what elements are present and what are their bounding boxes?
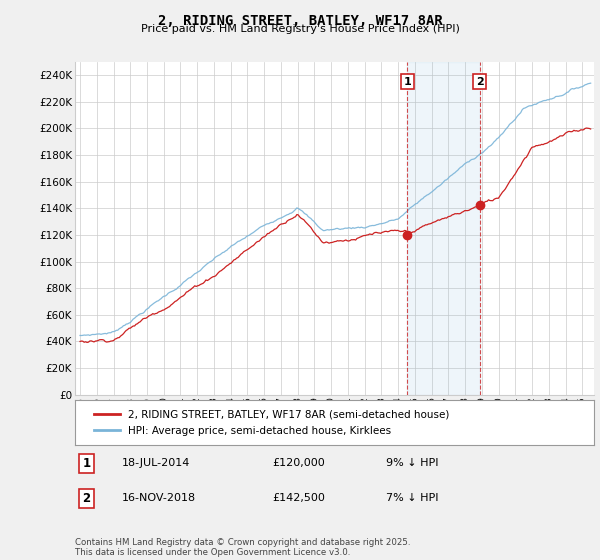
Text: 2: 2 — [476, 77, 484, 87]
Text: 1: 1 — [403, 77, 411, 87]
Text: 7% ↓ HPI: 7% ↓ HPI — [386, 493, 439, 503]
Text: 1: 1 — [82, 457, 91, 470]
Bar — [407, 62, 480, 395]
Text: Contains HM Land Registry data © Crown copyright and database right 2025.
This d: Contains HM Land Registry data © Crown c… — [75, 538, 410, 557]
Text: £120,000: £120,000 — [272, 459, 325, 468]
Text: 2, RIDING STREET, BATLEY, WF17 8AR: 2, RIDING STREET, BATLEY, WF17 8AR — [158, 14, 442, 28]
Text: £142,500: £142,500 — [272, 493, 325, 503]
Text: 9% ↓ HPI: 9% ↓ HPI — [386, 459, 439, 468]
Text: Price paid vs. HM Land Registry's House Price Index (HPI): Price paid vs. HM Land Registry's House … — [140, 24, 460, 34]
Text: 16-NOV-2018: 16-NOV-2018 — [122, 493, 196, 503]
Text: 2: 2 — [82, 492, 91, 505]
Legend: 2, RIDING STREET, BATLEY, WF17 8AR (semi-detached house), HPI: Average price, se: 2, RIDING STREET, BATLEY, WF17 8AR (semi… — [85, 402, 458, 444]
Text: 18-JUL-2014: 18-JUL-2014 — [122, 459, 190, 468]
